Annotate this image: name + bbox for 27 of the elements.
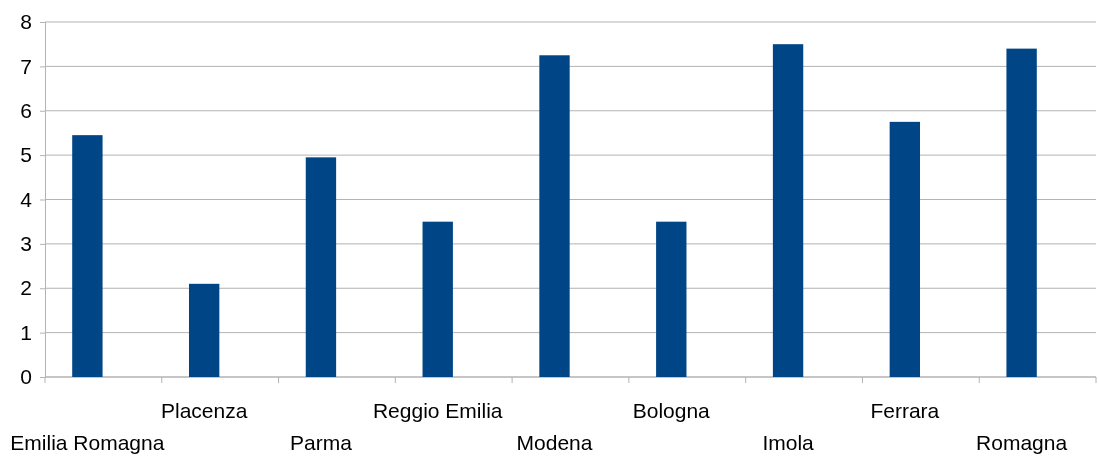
y-tick-label: 1 (20, 320, 32, 344)
bar (188, 283, 220, 377)
y-tick-label: 3 (20, 232, 32, 256)
x-tick-label: Parma (290, 431, 353, 454)
x-tick-label: Bologna (632, 399, 711, 422)
x-tick-label: Emilia Romagna (10, 431, 165, 454)
x-tick-label: Imola (762, 431, 815, 454)
y-tick-label: 5 (20, 143, 32, 167)
y-tick-label: 0 (20, 365, 32, 389)
x-tick-label: Modena (516, 431, 593, 454)
y-tick-label: 8 (20, 10, 32, 34)
y-tick-label: 7 (20, 54, 32, 78)
y-tick-label: 6 (20, 98, 32, 122)
bar (72, 135, 103, 377)
x-tick-label: Ferrara (870, 399, 940, 422)
y-tick-label: 4 (20, 187, 33, 211)
x-tick-label: Placenza (160, 399, 248, 422)
x-tick-label: Reggio Emilia (372, 399, 503, 422)
y-tick-label: 2 (20, 276, 32, 300)
x-tick-label: Romagna (976, 431, 1068, 454)
bar (772, 44, 804, 377)
bar (1006, 48, 1037, 377)
bar (422, 221, 453, 377)
bar (539, 55, 570, 377)
bar (889, 121, 921, 377)
bar (656, 221, 687, 377)
bar (305, 157, 337, 377)
